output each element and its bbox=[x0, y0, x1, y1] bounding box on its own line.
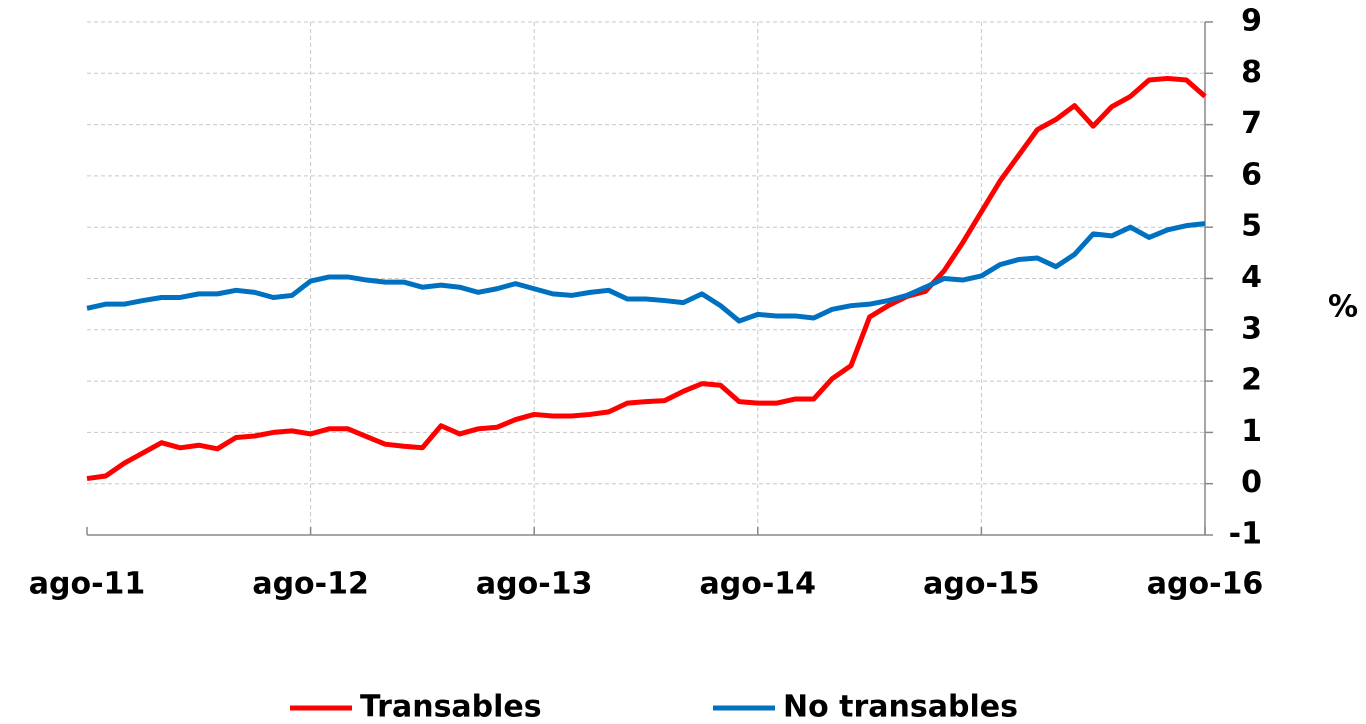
legend-label: Transables bbox=[360, 690, 542, 724]
y-tick-label: 0 bbox=[1241, 465, 1262, 500]
y-tick-label: 5 bbox=[1241, 209, 1262, 244]
line-series bbox=[86, 221, 1206, 324]
y-axis-label: % bbox=[1328, 290, 1358, 325]
x-tick-label: ago-14 bbox=[700, 567, 817, 602]
legend-label: No transables bbox=[783, 690, 1018, 724]
x-tick-label: ago-12 bbox=[252, 567, 369, 602]
y-tick-label: 6 bbox=[1241, 157, 1262, 192]
y-tick-label: 2 bbox=[1241, 363, 1262, 398]
y-tick-label: -1 bbox=[1229, 517, 1262, 552]
line-series bbox=[86, 75, 1207, 482]
y-tick-label: 1 bbox=[1241, 414, 1262, 449]
y-tick-label: 9 bbox=[1241, 4, 1262, 39]
x-tick-label: ago-13 bbox=[476, 567, 593, 602]
x-tick-label: ago-16 bbox=[1147, 567, 1264, 602]
y-tick-label: 7 bbox=[1241, 106, 1262, 141]
x-tick-label: ago-11 bbox=[29, 567, 146, 602]
y-tick-label: 4 bbox=[1241, 260, 1262, 295]
y-tick-label: 3 bbox=[1241, 311, 1262, 346]
x-tick-label: ago-15 bbox=[923, 567, 1040, 602]
y-tick-label: 8 bbox=[1241, 55, 1262, 90]
